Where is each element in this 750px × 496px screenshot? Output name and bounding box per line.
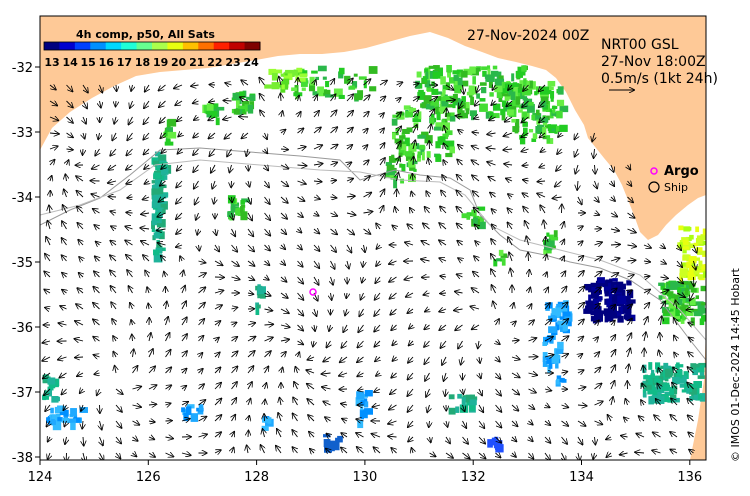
colorbar-swatch: [105, 42, 122, 50]
x-tick-label: 128: [244, 470, 269, 485]
colorbar-swatch: [59, 42, 76, 50]
current-product-label: NRT00 GSL: [601, 37, 679, 53]
colorbar-tick-label: 19: [153, 56, 168, 69]
land-mass: [40, 16, 706, 240]
colorbar-swatch: [74, 42, 91, 50]
x-tick-label: 132: [461, 470, 486, 485]
y-axis: -32 -33 -34 -35 -36 -37 -38: [12, 61, 40, 466]
y-tick-label: -33: [12, 126, 33, 141]
colorbar-tick-label: 21: [189, 56, 204, 69]
colorbar-tick-label: 16: [99, 56, 115, 69]
current-scale-label: 0.5m/s (1kt 24h): [601, 71, 718, 87]
colorbar-tick-label: 18: [135, 56, 150, 69]
y-tick-label: -37: [12, 386, 33, 401]
colorbar-labels: 13 14 15 16 17 18 19 20 21 22 23 24: [44, 56, 259, 69]
colorbar-swatch: [167, 42, 184, 50]
date-label: 27-Nov-2024 00Z: [467, 28, 589, 44]
land-mass-southeast: [690, 330, 706, 460]
x-tick-label: 124: [28, 470, 53, 485]
credit-label: © IMOS 01-Dec-2024 14:45 Hobart: [729, 267, 742, 462]
y-tick-label: -36: [12, 321, 33, 336]
ship-legend-label: Ship: [664, 181, 688, 194]
ship-legend-icon: [648, 181, 660, 193]
argo-legend-label: Argo: [664, 164, 699, 179]
colorbar-swatch: [198, 42, 215, 50]
colorbar-frame: [43, 41, 261, 51]
colorbar-swatch: [213, 42, 230, 50]
argo-float-marker[interactable]: [309, 288, 317, 296]
colorbar-tick-label: 22: [207, 56, 222, 69]
colorbar-tick-label: 15: [81, 56, 96, 69]
colorbar-tick-label: 23: [225, 56, 240, 69]
colorbar-swatch: [121, 42, 138, 50]
colorbar-swatch: [90, 42, 107, 50]
colorbar-tick-label: 17: [117, 56, 132, 69]
x-tick-label: 130: [352, 470, 377, 485]
y-tick-label: -38: [12, 451, 33, 466]
bathymetry-contour: [40, 147, 706, 361]
plot-frame: [39, 15, 707, 461]
colorbar-swatch: [152, 42, 168, 50]
y-tick-label: -32: [12, 61, 33, 76]
x-tick-label: 126: [136, 470, 161, 485]
colorbar-tick-label: 13: [44, 56, 59, 69]
colorbar: [43, 41, 261, 51]
colorbar-swatch: [244, 42, 261, 50]
colorbar-tick-label: 20: [171, 56, 187, 69]
colorbar-tick-label: 14: [62, 56, 78, 69]
product-title: 4h comp, p50, All Sats: [76, 28, 215, 41]
argo-legend-icon: [650, 167, 658, 175]
colorbar-swatch: [229, 42, 246, 50]
current-time-label: 27-Nov 18:00Z: [601, 54, 706, 70]
y-tick-label: -35: [12, 256, 33, 271]
x-tick-label: 134: [569, 470, 594, 485]
y-tick-label: -34: [12, 191, 33, 206]
colorbar-swatch: [44, 42, 60, 50]
colorbar-tick-label: 24: [243, 56, 259, 69]
colorbar-swatch: [136, 42, 153, 50]
current-vectors: [42, 77, 696, 460]
x-axis: 124 126 128 130 132 134 136: [28, 460, 702, 485]
colorbar-swatch: [182, 42, 199, 50]
x-tick-label: 136: [677, 470, 702, 485]
